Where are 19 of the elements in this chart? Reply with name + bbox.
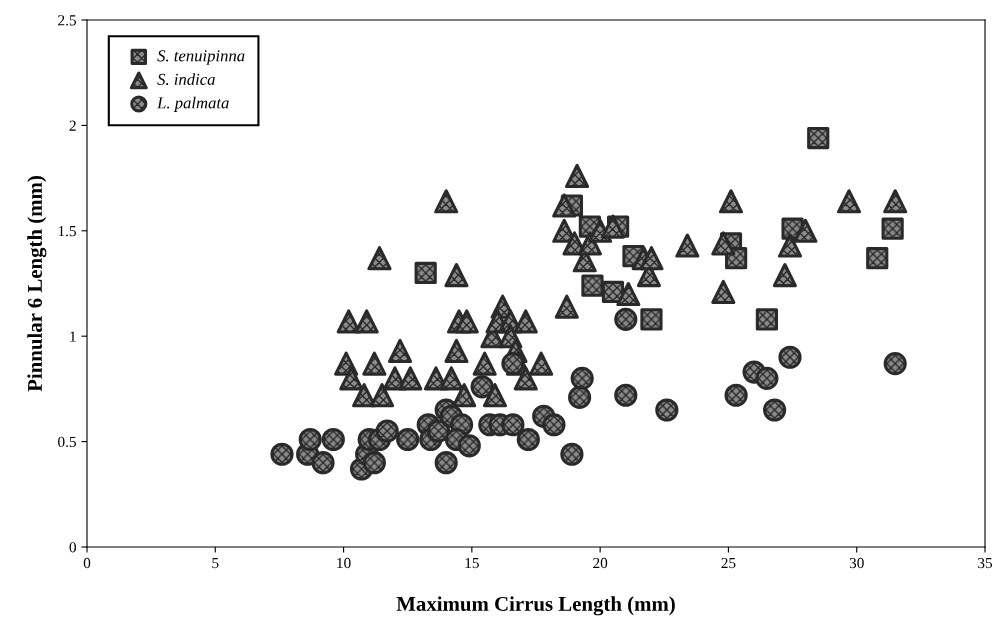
x-tick-label: 0 <box>83 557 91 569</box>
x-tick-label: 15 <box>465 557 479 569</box>
x-tick-label: 35 <box>978 557 993 569</box>
y-tick-label: 0 <box>69 542 76 553</box>
y-tick-label: 0.5 <box>58 436 76 448</box>
x-tick-label: 30 <box>849 557 864 569</box>
legend-label: S. indica <box>157 73 215 86</box>
x-tick-label: 10 <box>337 557 351 569</box>
x-tick-label: 25 <box>721 557 736 569</box>
y-tick-label: 1 <box>70 331 76 342</box>
y-axis-title: Pinnular 6 Length (mm) <box>27 176 47 392</box>
x-tick-label: 20 <box>593 557 608 569</box>
y-tick-label: 2 <box>69 120 76 131</box>
legend-label: L. palmata <box>156 96 229 112</box>
x-axis-title: Maximum Cirrus Length (mm) <box>396 596 675 616</box>
x-tick-label: 5 <box>212 558 219 569</box>
y-tick-label: 2.5 <box>58 15 76 26</box>
legend-label: S. tenuipinna <box>157 50 245 65</box>
y-tick-label: 1.5 <box>58 226 76 237</box>
